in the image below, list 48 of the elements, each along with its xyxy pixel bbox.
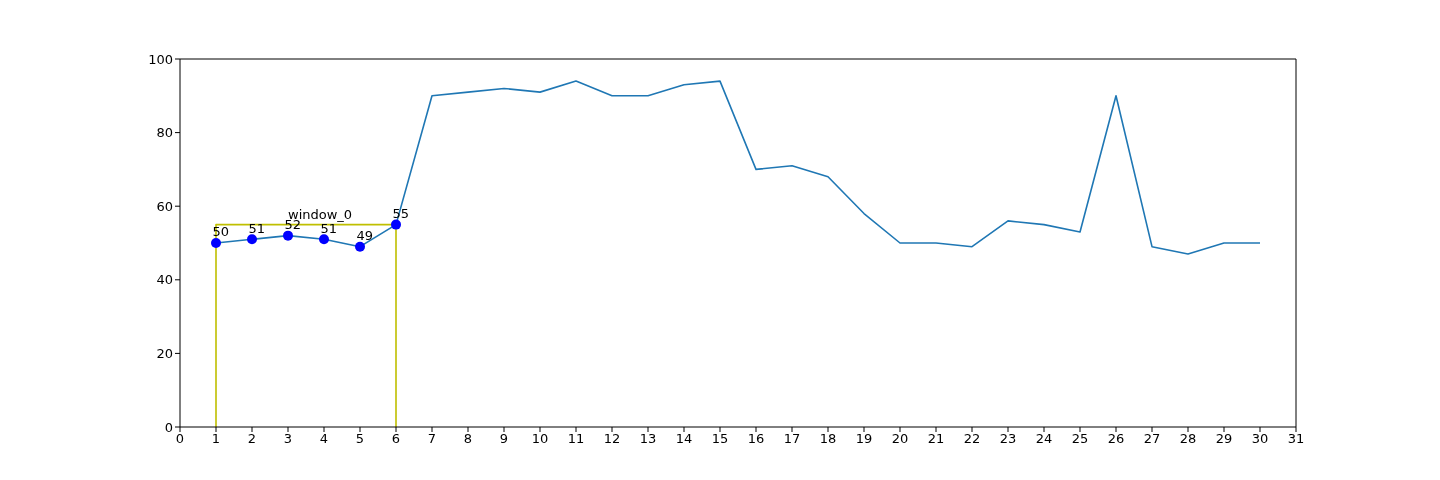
x-tick-label: 17 — [783, 431, 801, 447]
x-tick-label: 29 — [1215, 431, 1233, 447]
x-tick-label: 12 — [603, 431, 621, 447]
x-tick-label: 23 — [999, 431, 1017, 447]
annotation: window_0 — [288, 206, 353, 222]
x-tick-label: 2 — [247, 431, 257, 447]
point — [283, 230, 293, 241]
x-tick-label: 6 — [391, 431, 401, 447]
x-tick-label: 16 — [747, 431, 765, 447]
point — [391, 219, 401, 230]
x-tick-label: 13 — [639, 431, 657, 447]
x-tick-label: 30 — [1251, 431, 1269, 447]
x-tick-label: 10 — [531, 431, 549, 447]
y-tick-label: 0 — [164, 419, 173, 435]
data-label: 49 — [356, 228, 374, 244]
x-tick-label: 3 — [283, 431, 293, 447]
x-tick-label: 0 — [175, 431, 185, 447]
x-tick-label: 5 — [355, 431, 365, 447]
point — [211, 238, 221, 248]
x-tick-label: 28 — [1179, 431, 1197, 447]
x-tick-label: 1 — [211, 431, 221, 447]
x-tick-label: 11 — [567, 431, 585, 447]
point — [319, 234, 329, 245]
x-tick-label: 22 — [963, 431, 981, 447]
x-tick-label: 7 — [427, 431, 437, 447]
x-tick-label: 25 — [1071, 431, 1089, 447]
x-tick-label: 20 — [891, 431, 909, 447]
x-tick-label: 18 — [819, 431, 837, 447]
x-tick-label: 9 — [499, 431, 509, 447]
x-tick-label: 19 — [855, 431, 873, 447]
data-label: 51 — [320, 220, 338, 236]
y-tick-label: 100 — [148, 51, 173, 67]
x-tick-label: 15 — [711, 431, 729, 447]
x-tick-label: 4 — [319, 431, 329, 447]
y-tick-label: 40 — [156, 272, 173, 288]
x-tick-label: 8 — [463, 431, 473, 447]
y-tick-label: 80 — [156, 125, 173, 141]
x-tick-label: 31 — [1287, 431, 1305, 447]
point — [355, 241, 365, 252]
x-tick-label: 21 — [927, 431, 945, 447]
y-tick-label: 60 — [156, 198, 173, 214]
x-tick-label: 26 — [1107, 431, 1125, 447]
x-tick-label: 27 — [1143, 431, 1161, 447]
point — [247, 234, 257, 245]
y-tick-label: 20 — [156, 346, 173, 362]
data-label: 51 — [248, 220, 266, 236]
x-tick-label: 24 — [1035, 431, 1053, 447]
x-tick-label: 14 — [675, 431, 693, 447]
